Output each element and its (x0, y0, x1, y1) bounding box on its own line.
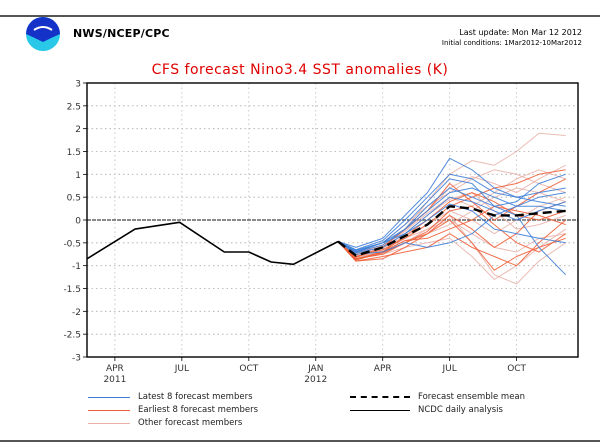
series-line-latest (337, 196, 566, 254)
series-line-observed (86, 221, 339, 266)
series-line-other (337, 187, 566, 259)
y-tick-label: 0.5 (67, 194, 81, 204)
top-divider (0, 15, 600, 17)
series-line-latest (337, 178, 567, 276)
x-tick-label: OCT (239, 364, 258, 374)
x-tick-label: OCT (507, 364, 526, 374)
x-tick-label: APR (106, 364, 124, 374)
y-tick-label: -3 (72, 354, 81, 364)
y-tick-label: -2 (72, 308, 81, 318)
x-tick-label: APR (374, 364, 392, 374)
y-tick-label: -0.5 (63, 239, 81, 249)
series-line-latest (337, 192, 566, 255)
legend-label: Latest 8 forecast members (138, 392, 253, 402)
y-tick-label: 1.5 (67, 148, 81, 158)
series-line-earliest (337, 205, 566, 261)
legend-swatch (350, 396, 410, 398)
bottom-divider (0, 440, 600, 442)
series-line-mean (337, 205, 566, 257)
y-tick-label: 2.5 (67, 102, 81, 112)
series-line-earliest (337, 219, 567, 267)
x-tick-label: JAN (307, 364, 323, 374)
x-tick-year-label: 2011 (103, 375, 126, 385)
last-update-text: Last update: Mon Mar 12 2012 (459, 28, 582, 37)
noaa-logo-icon (26, 17, 60, 51)
legend-label: Forecast ensemble mean (418, 392, 526, 402)
legend-item-earliest: Earliest 8 forecast members (88, 405, 258, 415)
y-tick-label: -2.5 (63, 331, 81, 341)
legend-swatch (88, 409, 130, 411)
legend-label: Earliest 8 forecast members (138, 405, 259, 415)
legend-label: Other forecast members (138, 418, 243, 428)
legend-item-latest: Latest 8 forecast members (88, 392, 253, 402)
legend-item-mean: Forecast ensemble mean (350, 392, 525, 402)
y-tick-label: -1.5 (63, 285, 81, 295)
y-tick-label: 3 (75, 80, 81, 90)
plot-frame (86, 82, 579, 358)
series-line-latest (337, 157, 566, 248)
y-tick-label: 2 (75, 125, 81, 135)
update-info: Last update: Mon Mar 12 2012 Initial con… (442, 28, 582, 48)
chart-title: CFS forecast Nino3.4 SST anomalies (K) (151, 62, 449, 78)
series-line-latest (337, 173, 566, 251)
series-line-earliest (337, 219, 566, 271)
y-tick-label: 1 (75, 171, 81, 181)
series-line-earliest (337, 178, 566, 258)
x-tick-year-label: 2012 (304, 375, 327, 385)
x-tick-label: JUL (174, 364, 189, 374)
legend-swatch (350, 409, 410, 411)
series-line-latest (337, 187, 566, 253)
legend-item-observed: NCDC daily analysis (350, 405, 503, 415)
axes-group: 32.521.510.50-0.5-1-1.5-2-2.5-3APR2011JU… (63, 80, 579, 385)
y-tick-label: 0 (75, 217, 81, 227)
y-tick-label: -1 (72, 262, 81, 272)
legend-swatch (88, 396, 130, 398)
legend-item-other: Other forecast members (88, 418, 242, 428)
x-tick-label: JUL (442, 364, 457, 374)
legend-swatch (88, 422, 130, 424)
grid-lines (87, 83, 578, 357)
legend-label: NCDC daily analysis (418, 405, 503, 415)
initial-conditions-text: Initial conditions: 1Mar2012-10Mar2012 (441, 39, 582, 47)
series-group (86, 132, 567, 285)
organization-label: NWS/NCEP/CPC (73, 27, 170, 40)
